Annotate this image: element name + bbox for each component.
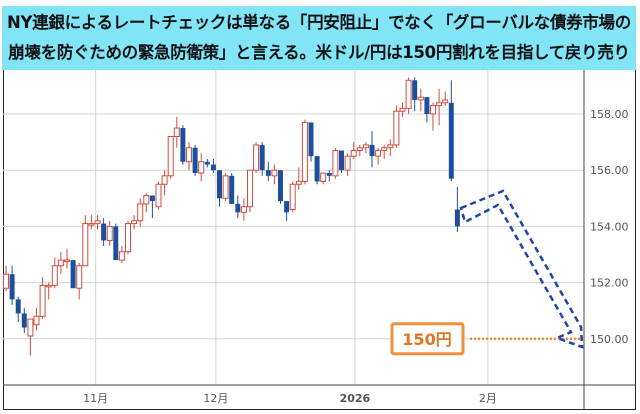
candle-down [259,144,265,171]
candle-down [265,170,271,176]
headline-line-1: NY連銀によるレートチェックは単なる「円安阻止」でなく「グローバルな債券市場の [7,13,631,32]
candle-down [9,274,15,300]
candle-down [339,150,344,171]
candle-down [15,299,21,314]
candle-up [64,259,70,263]
candle-up [51,265,58,286]
candle-down [278,170,283,202]
candle-down [149,195,155,202]
candle-up [240,206,247,213]
candle-up [76,265,83,289]
candle-down [204,161,210,165]
candle-up [161,175,168,185]
candle-up [320,172,327,182]
candle-up [27,318,34,337]
x-tick-label: 11月 [83,392,108,405]
candle-up [222,175,229,199]
candle-down [180,128,186,162]
candle-down [369,144,375,157]
candle-down [70,260,76,289]
candle-up [106,225,113,241]
candle-up [118,251,125,261]
candle-up [399,107,406,112]
candle-up [387,144,394,149]
candle-up [289,183,296,211]
candle-up [143,194,150,205]
x-tick-label: 12月 [203,392,228,405]
candle-up [253,144,260,171]
candle-down [21,313,27,328]
candle-up [198,161,205,174]
candle-up [375,150,382,157]
candle-up [356,147,363,152]
candle-up [57,259,64,267]
candle-down [192,147,198,174]
candle-up [417,96,424,101]
candle-up [167,135,174,177]
candle-up [125,223,131,253]
candle-up [247,169,253,208]
candle-down [210,164,216,171]
candle-up [137,203,144,222]
candle-up [88,223,95,226]
candle-down [326,173,332,176]
x-tick-label: 2026 [340,392,371,405]
y-tick-label: 152.00 [590,277,629,290]
candle-down [412,80,418,100]
candle-up [271,169,278,177]
candle-up [131,220,138,225]
candle-up [393,110,400,146]
candle-down [229,175,235,204]
y-tick-label: 154.00 [590,220,629,233]
candle-up [332,150,339,177]
candle-up [405,79,412,109]
candle-up [381,147,388,152]
candle-up [82,223,89,267]
y-tick-label: 156.00 [590,164,629,177]
candle-up [295,180,302,185]
candle-down [448,102,454,179]
candle-down [424,97,430,114]
y-tick-label: 150.00 [590,333,629,346]
candle-up [350,150,357,157]
candle-up [344,155,351,171]
x-tick-label: 2月 [479,392,497,405]
candle-up [430,105,436,115]
candle-up [442,99,449,104]
y-tick-label: 158.00 [590,108,629,121]
target-label-box [390,322,465,356]
candle-up [33,315,40,326]
forecast-arrow [459,189,584,349]
candle-down [314,156,320,182]
candle-up [301,121,308,182]
candle-down [113,226,119,261]
candle-down [308,122,314,157]
candle-up [173,127,180,137]
candle-up [39,284,46,317]
headline-banner: NY連銀によるレートチェックは単なる「円安阻止」でなく「グローバルな債券市場の … [2,6,636,70]
target-label: 150円 [402,330,451,349]
candle-down [217,170,222,199]
candle-up [362,144,369,149]
candle-down [454,209,460,227]
candle-down [284,201,290,213]
candle-up [436,102,443,107]
candle-up [3,273,9,289]
candle-down [235,203,241,213]
candle-up [186,147,192,163]
headline-line-2: 崩壊を防ぐための緊急防衛策」と言える。米ドル/円は150円割れを目指して戻り売り [8,43,630,62]
candle-up [155,183,162,208]
candle-up [45,284,52,288]
candle-down [101,223,107,241]
candle-up [94,220,101,225]
